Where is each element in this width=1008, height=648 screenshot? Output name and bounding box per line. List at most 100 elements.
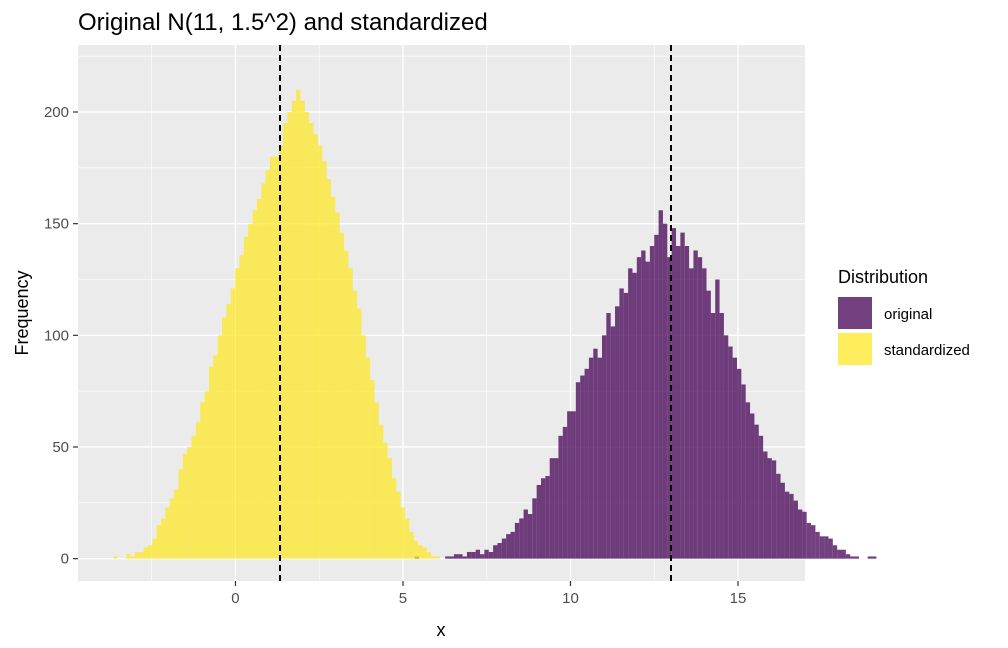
histogram-bar xyxy=(702,268,707,559)
histogram-bar xyxy=(274,156,279,559)
histogram-bar xyxy=(758,435,764,559)
histogram-bar xyxy=(536,484,542,559)
y-tick-label: 200 xyxy=(44,104,69,121)
histogram-bar xyxy=(378,424,384,559)
histogram-bar xyxy=(431,556,436,559)
histogram-bar xyxy=(819,536,825,559)
histogram-bar xyxy=(510,531,515,559)
histogram-bar xyxy=(575,382,581,559)
histogram-bar xyxy=(488,551,494,559)
histogram-bar xyxy=(161,518,166,559)
histogram-bar xyxy=(475,549,481,559)
histogram-bar xyxy=(523,509,528,559)
histogram-bar xyxy=(780,482,785,559)
histogram-bar xyxy=(697,257,703,559)
histogram-bar xyxy=(344,250,349,559)
histogram-bar xyxy=(506,534,511,559)
x-tick-label: 10 xyxy=(562,590,579,607)
histogram-bar xyxy=(841,549,846,559)
histogram-bar xyxy=(632,272,637,559)
histogram-bar xyxy=(445,556,450,559)
histogram-bar xyxy=(706,290,711,559)
histogram-bar xyxy=(383,442,388,559)
histogram-bar xyxy=(850,556,855,559)
histogram-bar xyxy=(593,348,598,559)
histogram-bar xyxy=(649,246,655,559)
histogram-bar xyxy=(169,498,175,559)
histogram-bar xyxy=(615,306,620,559)
histogram-bar xyxy=(130,556,135,559)
y-tick-label: 50 xyxy=(52,439,69,456)
histogram-bar xyxy=(619,288,624,559)
histogram-bar xyxy=(422,547,427,559)
histogram-bar xyxy=(213,355,218,559)
histogram-bar xyxy=(654,234,659,559)
histogram-bar xyxy=(182,453,188,559)
histogram-bar xyxy=(658,210,663,559)
histogram-bar xyxy=(580,375,585,559)
histogram-bar xyxy=(606,313,611,559)
histogram-bar xyxy=(313,134,318,559)
legend-title: Distribution xyxy=(838,267,928,287)
histogram-bar xyxy=(797,509,803,559)
histogram-bar xyxy=(458,554,463,559)
histogram-bar xyxy=(326,179,331,559)
histogram-bar xyxy=(287,112,292,559)
histogram-bar xyxy=(497,543,502,559)
histogram-bar xyxy=(741,384,746,559)
histogram-bar xyxy=(567,411,572,559)
histogram-bar xyxy=(174,489,179,559)
histogram-bar xyxy=(558,435,563,559)
histogram-bar xyxy=(828,538,833,559)
y-axis: 0 50 100 150 200 xyxy=(44,104,78,568)
histogram-bar xyxy=(754,424,759,559)
histogram-bar xyxy=(793,500,798,559)
histogram-bar xyxy=(230,288,236,559)
histogram-bar xyxy=(462,556,467,559)
histogram-bar xyxy=(126,554,131,559)
histogram-bar xyxy=(413,540,419,559)
histogram-bar xyxy=(689,268,694,559)
histogram-bar xyxy=(309,123,314,559)
x-axis-title: x xyxy=(437,620,446,640)
histogram-bar xyxy=(776,473,781,559)
series-original xyxy=(414,210,877,559)
histogram-bar xyxy=(226,304,231,559)
histogram-bar xyxy=(806,522,812,559)
histogram-bar xyxy=(867,556,873,559)
histogram-bar xyxy=(684,246,690,559)
histogram-bar xyxy=(854,556,859,559)
histogram-bar xyxy=(693,250,698,559)
histogram-bar xyxy=(113,556,118,559)
histogram-bar xyxy=(501,538,507,559)
histogram-bar xyxy=(243,237,249,559)
histogram-bar xyxy=(824,536,829,559)
histogram-bar xyxy=(671,228,677,559)
histogram-bar xyxy=(715,279,720,559)
histogram-bar xyxy=(549,458,555,559)
histogram-bar xyxy=(222,317,227,559)
histogram-bar xyxy=(545,476,550,559)
histogram-bar xyxy=(357,308,362,559)
histogram-bar xyxy=(449,556,454,559)
histogram-bar xyxy=(304,112,310,559)
y-tick-label: 100 xyxy=(44,327,69,344)
histogram-bar xyxy=(802,511,807,559)
histogram-bar xyxy=(269,156,275,559)
histogram-bar xyxy=(645,261,650,559)
histogram-bar xyxy=(745,402,751,559)
legend-key-original xyxy=(838,297,872,329)
x-tick-label: 15 xyxy=(730,590,747,607)
histogram-bar xyxy=(767,458,772,559)
histogram-bar xyxy=(204,391,209,559)
histogram-bar xyxy=(195,422,201,559)
histogram-bar xyxy=(252,210,257,559)
histogram-bar xyxy=(610,326,616,559)
histogram-bar xyxy=(628,268,633,559)
histogram-bar xyxy=(837,549,842,559)
histogram-bar xyxy=(641,250,646,559)
x-tick-label: 5 xyxy=(399,590,407,607)
histogram-bar xyxy=(667,257,672,559)
series-standardized xyxy=(113,89,440,559)
histogram-bar xyxy=(248,223,253,559)
